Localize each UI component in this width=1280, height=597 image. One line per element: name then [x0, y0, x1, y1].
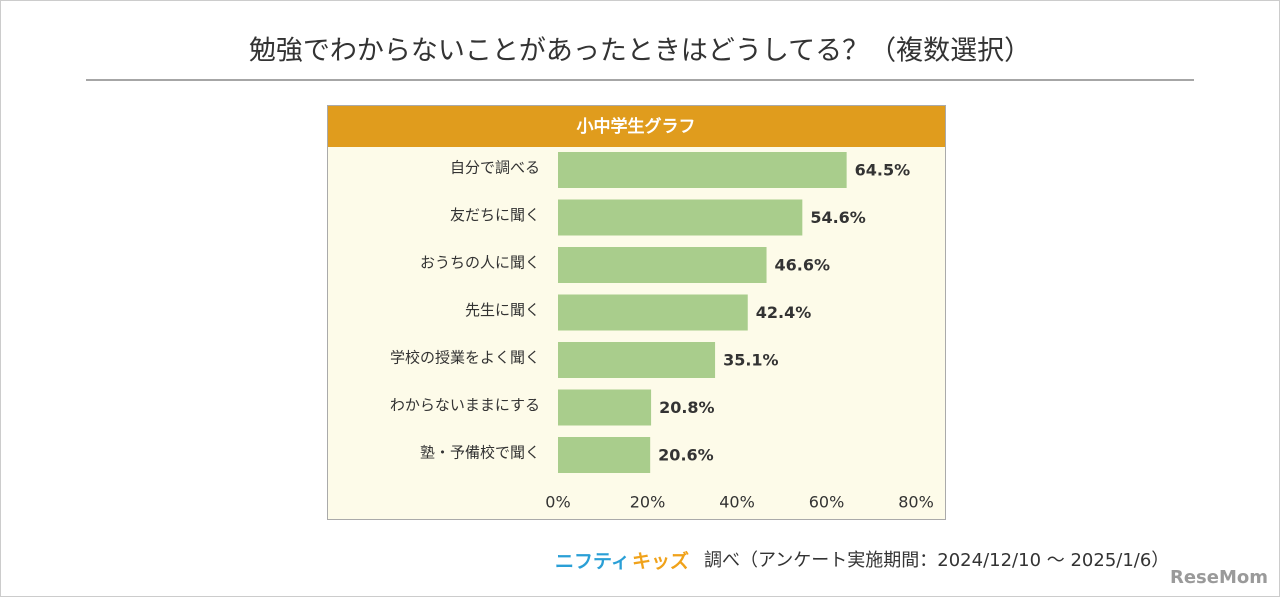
source-text: 調べ（アンケート実施期間：2024/12/10 ～ 2025/1/6） — [704, 550, 1169, 571]
y-tick-label: 自分で調べる — [450, 159, 540, 177]
bar — [558, 389, 652, 426]
value-label: 46.6% — [775, 256, 831, 275]
x-tick-label: 40% — [719, 493, 755, 512]
panel-header — [328, 106, 945, 147]
x-tick-label: 0% — [545, 493, 570, 512]
value-label: 20.8% — [659, 398, 715, 417]
chart-title: 勉強でわからないことがあったときはどうしてる？（複数選択） — [249, 36, 1031, 67]
panel-title: 小中学生グラフ — [577, 116, 696, 137]
value-label: 20.6% — [658, 446, 714, 465]
watermark: ReseMom — [1170, 567, 1268, 588]
bar — [558, 199, 803, 236]
value-label: 42.4% — [756, 303, 812, 322]
source-brand: ニフティ — [555, 551, 630, 573]
y-tick-label: 友だちに聞く — [450, 206, 540, 224]
x-tick-label: 20% — [630, 493, 666, 512]
value-label: 54.6% — [810, 208, 866, 227]
bar — [558, 247, 767, 283]
y-tick-label: 塾・予備校で聞く — [420, 444, 540, 462]
value-label: 35.1% — [723, 351, 779, 370]
source-brand: キッズ — [632, 550, 689, 573]
y-tick-label: おうちの人に聞く — [420, 254, 540, 272]
bar — [558, 342, 716, 378]
y-tick-label: 先生に聞く — [465, 301, 540, 319]
bar — [558, 152, 847, 188]
bar — [558, 437, 651, 473]
y-tick-label: わからないままにする — [390, 396, 540, 414]
value-label: 64.5% — [855, 161, 911, 180]
x-tick-label: 60% — [809, 493, 845, 512]
bar — [558, 294, 748, 331]
x-tick-label: 80% — [898, 493, 934, 512]
y-tick-label: 学校の授業をよく聞く — [390, 349, 540, 367]
